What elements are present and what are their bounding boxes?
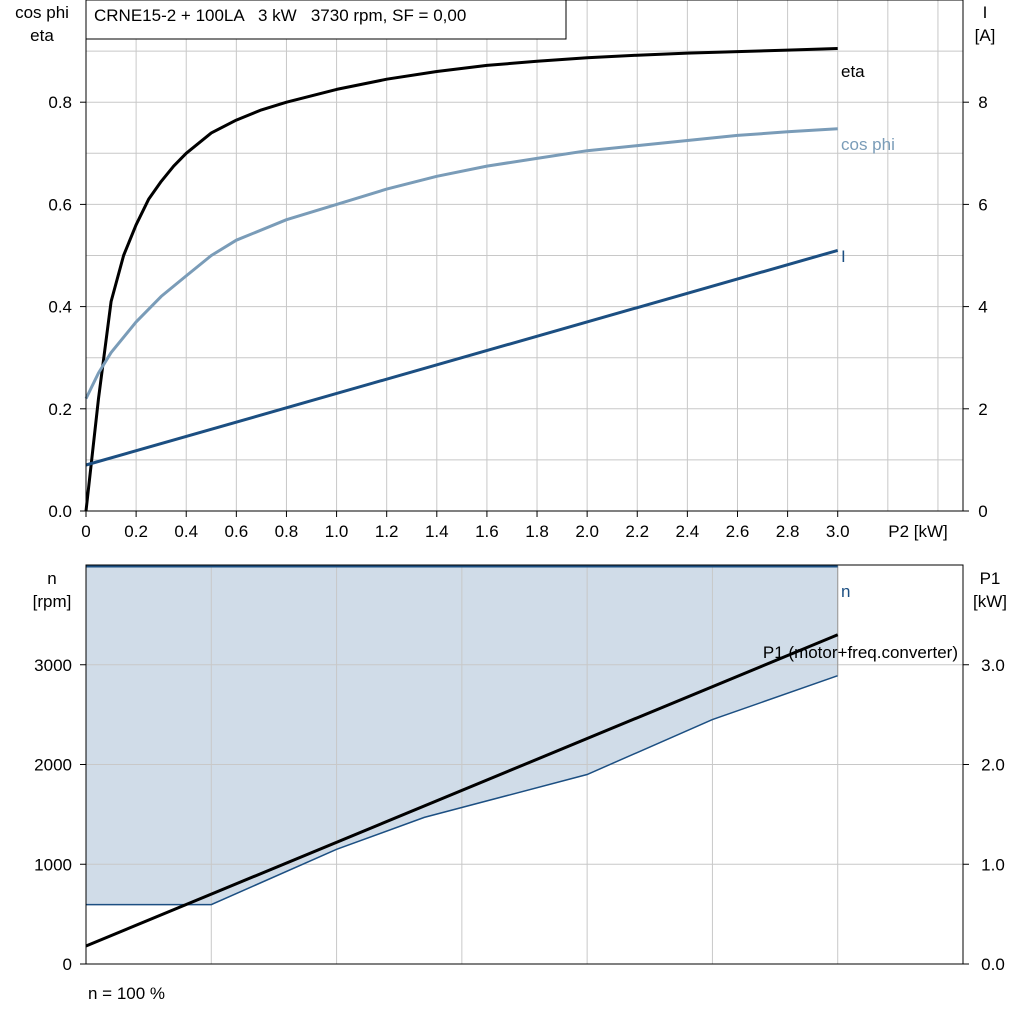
top-x-tick-label: 1.6	[475, 522, 499, 541]
top-y-right-tick-label: 0	[978, 502, 987, 521]
top-y-right-tick-label: 4	[978, 298, 987, 317]
top-y-left-label-1: cos phi	[15, 3, 69, 22]
series-p1-line	[85, 633, 839, 948]
series-label-speed: n	[841, 582, 850, 601]
top-x-tick-label: 0.2	[124, 522, 148, 541]
top-x-tick-label: 2.6	[726, 522, 750, 541]
bottom-y-left-tick-label: 1000	[34, 855, 72, 874]
top-y-right-label-1: I	[983, 3, 988, 22]
top-x-tick-label: 2.0	[575, 522, 599, 541]
bottom-y-right-tick-label: 0.0	[981, 955, 1005, 974]
top-x-tick-label: 0	[81, 522, 90, 541]
top-y-left-tick-label: 0.8	[48, 93, 72, 112]
series-label-eta: eta	[841, 62, 865, 81]
top-x-tick-label: 0.4	[174, 522, 198, 541]
top-y-right-tick-label: 6	[978, 195, 987, 214]
series-min-speed-line	[86, 674, 838, 906]
bottom-y-left-tick-label: 3000	[34, 656, 72, 675]
top-grid	[86, 0, 963, 511]
top-y-left-tick-label: 0.4	[48, 298, 72, 317]
top-y-left-tick-label: 0.6	[48, 195, 72, 214]
top-series	[84, 47, 839, 512]
top-x-tick-label: 1.2	[375, 522, 399, 541]
top-y-right-tick-label: 2	[978, 400, 987, 419]
top-x-tick-label: 1.0	[325, 522, 349, 541]
top-y-right-label-2: [A]	[975, 26, 996, 45]
series-current-line	[85, 248, 839, 467]
bottom-y-left-tick-label: 0	[63, 955, 72, 974]
bottom-y-right-label-1: P1	[980, 569, 1001, 588]
series-label-cos-phi: cos phi	[841, 135, 895, 154]
top-y-left-ticks: 0.0 0.2 0.4 0.6 0.8	[48, 93, 86, 521]
bottom-y-right-tick-label: 1.0	[981, 855, 1005, 874]
chart-title: CRNE15-2 + 100LA 3 kW 3730 rpm, SF = 0,0…	[94, 6, 466, 25]
top-x-tick-label: 3.0	[826, 522, 850, 541]
top-x-tick-label: 0.6	[225, 522, 249, 541]
title-box: CRNE15-2 + 100LA 3 kW 3730 rpm, SF = 0,0…	[85, 0, 567, 40]
bottom-y-right-tick-label: 3.0	[981, 656, 1005, 675]
top-x-tick-label: 1.8	[525, 522, 549, 541]
top-x-tick-label: 2.4	[676, 522, 700, 541]
top-y-right-tick-label: 8	[978, 93, 987, 112]
series-cos-phi-line	[84, 127, 838, 400]
bottom-grid	[86, 565, 963, 964]
series-label-current: I	[841, 247, 846, 266]
bottom-y-left-label-2: [rpm]	[33, 592, 72, 611]
top-y-left-tick-label: 0.0	[48, 502, 72, 521]
bottom-series	[85, 564, 839, 948]
bottom-y-left-label-1: n	[47, 569, 56, 588]
top-y-left-tick-label: 0.2	[48, 400, 72, 419]
bottom-y-right-tick-label: 2.0	[981, 756, 1005, 775]
top-plot-frame	[85, 0, 964, 512]
series-label-p1: P1 (motor+freq.converter)	[763, 643, 958, 662]
bottom-y-left-tick-label: 2000	[34, 756, 72, 775]
footer-note: n = 100 %	[88, 984, 165, 1003]
top-y-left-label-2: eta	[30, 26, 54, 45]
top-x-tick-label: 2.2	[625, 522, 649, 541]
top-x-axis-label: P2 [kW]	[888, 522, 948, 541]
bottom-y-right-label-2: [kW]	[973, 592, 1007, 611]
top-y-right-ticks: 0 2 4 6 8	[963, 93, 988, 521]
bottom-y-left-ticks: 0 1000 2000 3000	[34, 656, 86, 974]
top-x-ticks: 0 0.2 0.4 0.6 0.8 1.0 1.2 1.4 1.6 1.8 2.0 2.2 2.4 2.6…	[81, 511, 850, 541]
series-eta-line	[84, 47, 838, 512]
top-x-tick-label: 0.8	[275, 522, 299, 541]
bottom-y-right-ticks: 0.0 1.0 2.0 3.0	[963, 656, 1005, 974]
top-x-tick-label: 1.4	[425, 522, 449, 541]
top-x-tick-label: 2.8	[776, 522, 800, 541]
